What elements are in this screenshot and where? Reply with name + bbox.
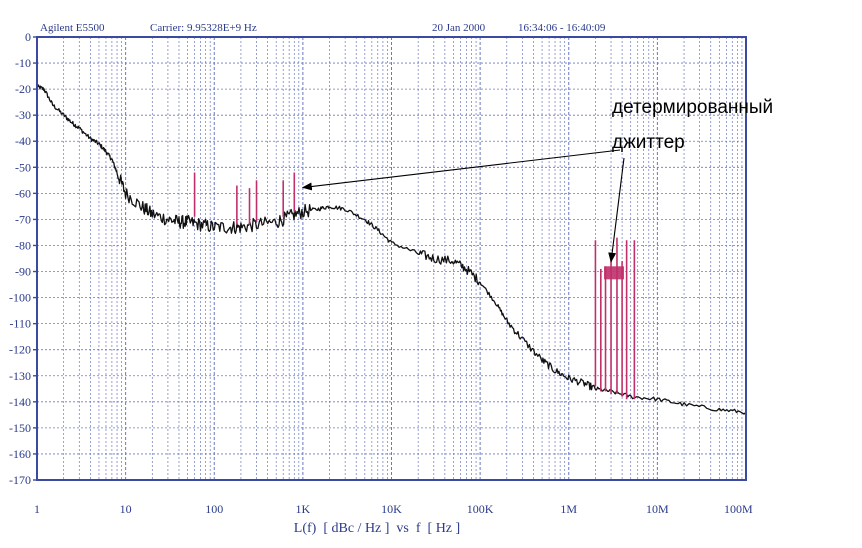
x-tick-label: 100M [724,502,753,516]
header-time: 16:34:06 - 16:40:09 [518,22,606,34]
x-axis-title: L(f) [ dBc / Hz ] vs f [ Hz ] [294,521,460,536]
arrow-to-high-spurs [608,157,625,263]
header-date: 20 Jan 2000 [432,22,486,34]
x-tick-labels: 1 10 100 1K 10K 100K 1M 10M 100M [34,502,753,516]
x-tick-label: 1 [34,502,40,516]
y-tick-label: -80 [15,238,31,252]
header-carrier: Carrier: 9.95328E+9 Hz [150,22,257,34]
y-tick-labels: 0 -10 -20 -30 -40 -50 -60 -70 -80 -90 -100 -110 -120… [9,30,37,487]
y-tick-label: -160 [9,447,31,461]
annotation-line1: детермированный [612,97,773,118]
x-tick-label: 1K [296,502,311,516]
spur-lines [193,172,636,400]
grid [37,37,746,480]
plot-frame [36,36,747,481]
noise-trace [36,84,747,415]
y-tick-label: -40 [15,134,31,148]
spur-cluster [604,266,624,280]
noise-trace-line [36,84,747,415]
y-tick-label: -140 [9,395,31,409]
y-tick-label: -70 [15,212,31,226]
header-instrument: Agilent E5500 [40,22,105,34]
y-tick-label: -20 [15,82,31,96]
y-tick-label: -150 [9,421,31,435]
arrow-to-low-spurs [301,149,621,191]
x-tick-label: 1M [560,502,577,516]
y-tick-label: -90 [15,265,31,279]
x-tick-label: 10 [120,502,132,516]
y-tick-label: -120 [9,343,31,357]
annotation-arrows [301,149,625,263]
plot-border [36,36,747,481]
y-tick-label: -10 [15,56,31,70]
x-tick-label: 100 [205,502,223,516]
x-tick-label: 10K [381,502,402,516]
y-tick-label: -100 [9,291,31,305]
annotation-line2: джиттер [612,132,685,153]
y-tick-label: -30 [15,108,31,122]
x-tick-label: 100K [467,502,494,516]
x-tick-label: 10M [646,502,669,516]
y-tick-label: -60 [15,186,31,200]
y-tick-label: -50 [15,160,31,174]
y-tick-label: 0 [25,30,31,44]
y-tick-label: -110 [9,317,31,331]
y-tick-label: -170 [9,473,31,487]
y-tick-label: -130 [9,369,31,383]
